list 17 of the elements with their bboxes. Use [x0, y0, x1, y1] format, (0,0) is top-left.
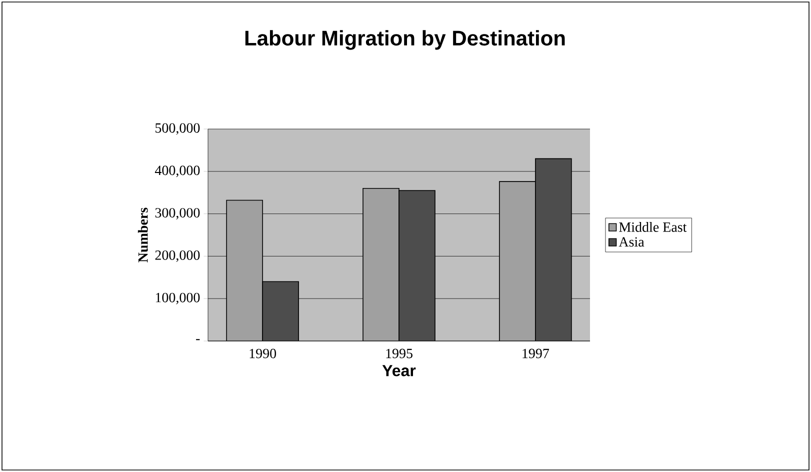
- x-axis-title: Year: [382, 365, 416, 376]
- y-tick-label: 400,000: [154, 166, 200, 178]
- y-tick-label: 100,000: [156, 292, 200, 304]
- legend-label: Middle East: [619, 222, 687, 232]
- bar: [535, 158, 572, 341]
- y-tick-label: 200,000: [155, 250, 200, 262]
- legend-label: Asia: [618, 237, 644, 247]
- chart-title: Labour Migration by Destination: [245, 30, 565, 50]
- y-axis-title: Numbers: [138, 208, 148, 262]
- y-tick-label: 500,000: [156, 123, 200, 135]
- y-tick-label: -: [196, 339, 200, 340]
- bar: [262, 281, 299, 341]
- x-tick-label: 1995: [386, 348, 412, 358]
- x-tick-label: 1990: [250, 348, 276, 358]
- bar: [398, 190, 436, 341]
- y-tick-label: 300,000: [155, 208, 200, 220]
- x-tick-label: 1997: [522, 348, 550, 358]
